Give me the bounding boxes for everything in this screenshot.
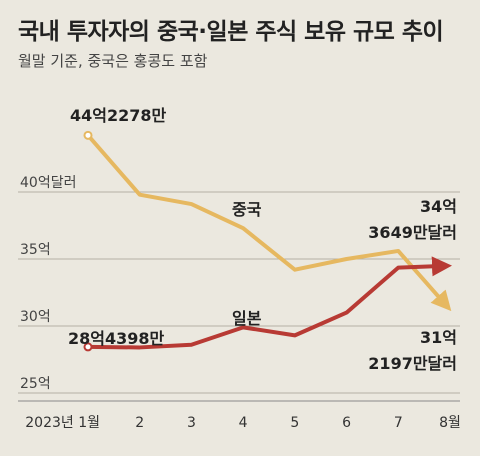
x-tick-label-1: 2 <box>135 415 144 431</box>
x-tick-label-5: 6 <box>342 415 351 431</box>
china-start-point <box>83 130 93 140</box>
y-tick-label-2: 35억 <box>20 242 51 258</box>
x-tick-label-2: 3 <box>187 415 196 431</box>
china-end-label-1: 31억 <box>420 328 457 347</box>
x-tick-label-6: 7 <box>394 415 403 431</box>
chart-subtitle: 월말 기준, 중국은 홍콩도 포함 <box>18 52 208 70</box>
china-start-label: 44억2278만 <box>70 106 167 125</box>
x-tick-label-7: 8월 <box>439 415 461 431</box>
japan-start-label: 28억4398만 <box>68 329 165 348</box>
x-tick-label-3: 4 <box>239 415 248 431</box>
y-tick-label-0: 25억 <box>20 376 51 392</box>
japan-series-label: 일본 <box>232 309 262 328</box>
japan-end-label-1: 34억 <box>420 197 457 216</box>
japan-start-point <box>83 342 93 352</box>
x-tick-label-4: 5 <box>290 415 299 431</box>
series-layer <box>83 130 452 352</box>
china-series-label: 중국 <box>232 200 262 219</box>
x-tick-label-0: 2023년 1월 <box>25 415 100 431</box>
chart-title: 국내 투자자의 중국·일본 주식 보유 규모 추이 <box>18 19 444 45</box>
y-tick-label-1: 30억 <box>20 309 51 325</box>
japan-end-label-2: 3649만달러 <box>368 223 457 242</box>
china-series-line <box>86 134 452 312</box>
japan-series-line <box>87 256 452 350</box>
grid-layer: 25억 30억 35억 40억달러 2023년 1월 2 3 4 5 6 7 8월 <box>18 175 461 431</box>
label-layer: 44억2278만 28억4398만 중국 일본 34억 3649만달러 31억 … <box>68 106 457 373</box>
china-end-label-2: 2197만달러 <box>368 354 457 373</box>
y-tick-label-3: 40억달러 <box>20 175 76 191</box>
